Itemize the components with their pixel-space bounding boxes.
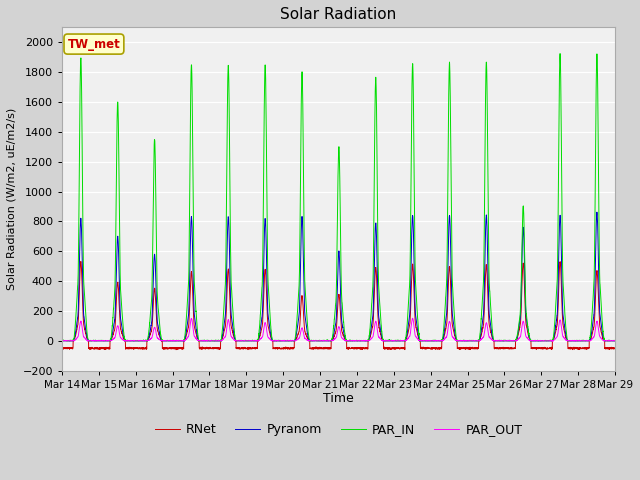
Line: PAR_IN: PAR_IN [62,54,615,342]
Pyranom [611,338,618,344]
Line: PAR_OUT: PAR_OUT [62,318,615,341]
Line: RNet: RNet [62,262,615,350]
RNet [611,345,619,351]
Pyranom [593,209,601,215]
PAR_IN [556,51,564,57]
PAR_OUT [463,338,470,344]
PAR_OUT [611,338,619,344]
PAR_OUT [409,315,417,321]
Pyranom [318,338,326,344]
PAR_IN [432,337,440,343]
Line: Pyranom: Pyranom [62,212,615,341]
PAR_OUT [318,338,326,344]
PAR_IN [494,338,502,344]
Title: Solar Radiation: Solar Radiation [280,7,397,22]
RNet [611,346,618,351]
PAR_IN [611,338,619,344]
PAR_OUT [157,338,165,344]
RNet [157,338,165,344]
Pyranom [463,338,470,344]
RNet [172,347,180,353]
Pyranom [494,338,502,344]
PAR_OUT [58,338,66,344]
PAR_IN [463,338,470,344]
PAR_OUT [548,338,556,344]
PAR_IN [318,338,326,344]
PAR_IN [121,339,129,345]
RNet [318,346,326,351]
Pyranom [611,338,619,344]
PAR_IN [157,336,165,342]
RNet [77,259,84,264]
Pyranom [417,338,424,344]
Pyranom [432,338,440,344]
Y-axis label: Solar Radiation (W/m2, uE/m2/s): Solar Radiation (W/m2, uE/m2/s) [7,108,17,290]
Legend: RNet, Pyranom, PAR_IN, PAR_OUT: RNet, Pyranom, PAR_IN, PAR_OUT [150,418,527,441]
Text: TW_met: TW_met [68,37,120,50]
X-axis label: Time: Time [323,393,354,406]
RNet [463,346,470,351]
PAR_IN [611,338,618,344]
RNet [494,345,502,351]
RNet [58,346,66,351]
PAR_IN [58,338,66,344]
Pyranom [157,337,165,343]
Pyranom [58,338,66,344]
PAR_OUT [611,338,618,344]
PAR_OUT [494,338,502,344]
RNet [432,345,440,350]
PAR_OUT [432,338,440,344]
